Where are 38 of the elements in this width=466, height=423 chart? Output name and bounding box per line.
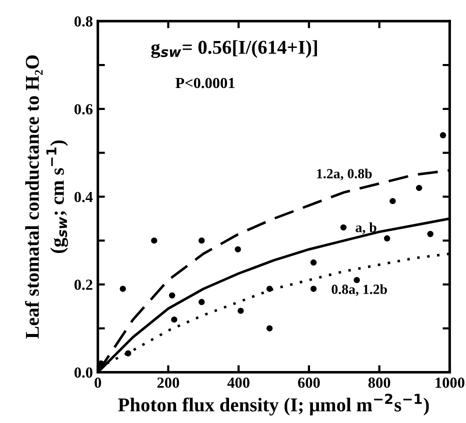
point xyxy=(384,235,390,242)
point xyxy=(168,292,176,299)
y-tick-label: 0.8 xyxy=(74,16,92,27)
x-tick-label: 200 xyxy=(157,378,180,388)
series-label: 0.8a, 1.2b xyxy=(332,284,387,296)
x-tick-label: 800 xyxy=(368,378,390,388)
y-tick-label: 0.6 xyxy=(74,104,93,114)
point xyxy=(266,286,273,292)
point xyxy=(416,184,422,192)
point xyxy=(234,246,241,252)
y-tick-label: 0.0 xyxy=(74,367,92,378)
y-tick-label: 0.4 xyxy=(74,192,93,202)
series-label: a, b xyxy=(356,222,376,234)
point xyxy=(198,237,205,244)
point xyxy=(310,259,317,266)
series-label: 1.2a, 0.8b xyxy=(317,168,372,180)
x-tick-label: 400 xyxy=(227,378,250,388)
point xyxy=(340,224,347,231)
point xyxy=(238,308,244,314)
point xyxy=(440,132,446,138)
y-axis-title: Leaf stomatal conductance to H₂O (g$_{sw}$; cm s$^{−1}$) xyxy=(25,55,68,339)
point xyxy=(171,316,178,323)
y-tick-label: 0.2 xyxy=(74,280,92,290)
point xyxy=(390,198,396,204)
point xyxy=(120,286,126,292)
point xyxy=(151,237,158,244)
point xyxy=(354,276,360,284)
annotation: P<0.0001 xyxy=(176,78,235,88)
point xyxy=(310,286,317,292)
point xyxy=(427,230,434,238)
point xyxy=(266,325,273,332)
point xyxy=(125,350,132,356)
x-axis-title: Photon flux density (I; μmol m$^{−2}$s$^{−1}$) xyxy=(118,394,429,416)
x-tick-label: 0 xyxy=(94,378,102,388)
x-tick-label: 600 xyxy=(298,378,320,388)
x-tick-label: 1000 xyxy=(436,378,464,388)
annotation: g$_{sw}$= 0.56[I/(614+I)] xyxy=(151,40,317,58)
point xyxy=(198,298,205,306)
